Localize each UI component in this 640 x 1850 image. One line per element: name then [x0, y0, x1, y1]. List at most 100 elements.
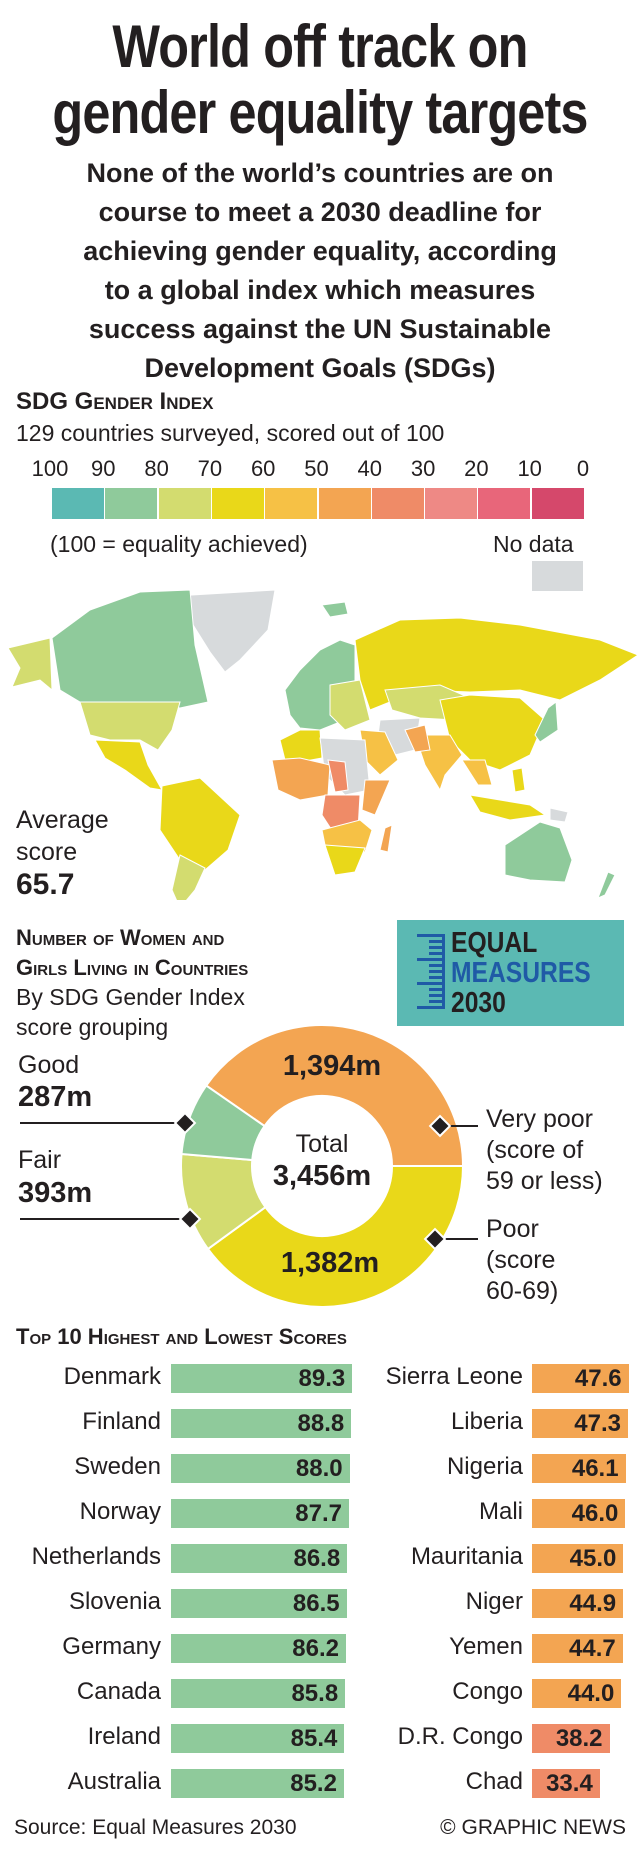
- legend-tick-label: 100: [31, 456, 69, 481]
- ruler-tick: [429, 976, 445, 979]
- score-value: 89.3: [298, 1365, 346, 1392]
- legend-swatch: [211, 488, 264, 519]
- map-east-africa: [361, 779, 391, 816]
- ruler-tick: [429, 988, 445, 991]
- legend-swatch: [318, 488, 371, 519]
- legend-swatch: [105, 488, 158, 519]
- very-poor-line: 59 or less): [486, 1167, 603, 1195]
- legend-swatch: [478, 488, 531, 519]
- score-bar: 87.7: [171, 1499, 350, 1528]
- legend-tick-label: 10: [517, 456, 542, 481]
- legend-swatch: [425, 488, 478, 519]
- score-value: 86.5: [292, 1590, 340, 1617]
- very-poor-label: Very poor (score of 59 or less): [486, 1104, 603, 1197]
- legend-tick-label: 0: [576, 456, 590, 481]
- score-value: 88.8: [297, 1410, 345, 1437]
- legend-swatch: [265, 488, 318, 519]
- legend-tick-label: 20: [464, 456, 489, 481]
- score-value: 44.9: [569, 1590, 617, 1617]
- score-value: 33.4: [546, 1770, 593, 1797]
- legend-swatch: [371, 488, 424, 519]
- score-bar: 86.5: [171, 1589, 347, 1618]
- score-bar: 47.6: [532, 1364, 629, 1393]
- world-map: [7, 590, 640, 900]
- country-label: Finland: [82, 1408, 161, 1435]
- score-bar: 85.2: [171, 1769, 344, 1798]
- title-line: gender equality targets: [52, 79, 588, 146]
- score-bar: 86.8: [171, 1544, 348, 1573]
- logo-line: 2030: [451, 987, 506, 1019]
- poor-value: 1,382m: [280, 1247, 380, 1279]
- map-philippines: [511, 767, 526, 793]
- country-label: Germany: [62, 1633, 161, 1660]
- map-west-africa: [271, 757, 331, 801]
- subtitle-line: course to meet a 2030 deadline for: [98, 197, 542, 227]
- leader-diamond-marker: [178, 1207, 202, 1231]
- map-south-america: [159, 777, 241, 892]
- ruler-tick: [429, 952, 445, 955]
- women-subheading: score grouping: [16, 1014, 169, 1040]
- ruler-tick: [417, 958, 445, 961]
- ruler-tick: [429, 946, 445, 949]
- score-value: 86.2: [292, 1635, 339, 1662]
- score-value: 87.7: [295, 1500, 343, 1527]
- country-label: Liberia: [450, 1408, 523, 1435]
- average-label: score: [16, 838, 78, 866]
- ruler-tick: [429, 970, 445, 973]
- legend-tick-label: 70: [197, 456, 223, 481]
- score-value: 86.8: [293, 1545, 341, 1572]
- map-usa: [79, 701, 181, 751]
- leader-diamond-marker: [173, 1111, 197, 1135]
- women-heading: Girls Living in Countries: [16, 955, 249, 980]
- average-score: 65.7: [16, 868, 75, 901]
- country-label: Chad: [465, 1768, 523, 1795]
- score-value: 88.0: [295, 1455, 343, 1482]
- country-label: Norway: [79, 1498, 161, 1525]
- credit: © GRAPHIC NEWS: [440, 1816, 626, 1839]
- score-bar: 88.8: [171, 1409, 352, 1438]
- score-bar: 89.3: [171, 1364, 353, 1393]
- country-label: Australia: [67, 1768, 161, 1795]
- logo-ruler-icon: [417, 934, 445, 1009]
- map-southeast-asia: [461, 759, 493, 786]
- score-value: 45.0: [569, 1545, 617, 1572]
- donut-slice-very-poor: [204, 1024, 465, 1167]
- page-title: World off track on gender equality targe…: [0, 14, 640, 146]
- ruler-tick: [417, 934, 445, 937]
- poor-label: Poor (score 60-69): [486, 1214, 558, 1307]
- ruler-tick: [429, 1000, 445, 1003]
- country-label: Congo: [452, 1678, 523, 1705]
- map-iceland: [321, 601, 349, 618]
- legend-tick-label: 40: [357, 456, 383, 481]
- top10-heading: Top 10 Highest and Lowest Scores: [16, 1324, 347, 1349]
- score-value: 44.0: [567, 1680, 615, 1707]
- score-value: 85.4: [290, 1725, 338, 1752]
- logo-text: EQUAL MEASURES 2030: [451, 928, 591, 1018]
- country-label: Nigeria: [446, 1453, 523, 1480]
- country-label: Sierra Leone: [385, 1363, 523, 1390]
- fair-value: 393m: [18, 1177, 93, 1209]
- country-label: Slovenia: [68, 1588, 161, 1615]
- score-bar: 85.8: [171, 1679, 346, 1708]
- map-north-africa: [279, 729, 323, 763]
- very-poor-line: (score of: [486, 1136, 584, 1164]
- score-value: 38.2: [555, 1725, 603, 1752]
- subtitle-line: to a global index which measures: [104, 275, 536, 305]
- ruler-tick: [417, 1006, 445, 1009]
- leader-diamond-marker: [423, 1227, 447, 1251]
- map-east-europe: [329, 679, 371, 731]
- legend-swatch: [158, 488, 211, 519]
- map-australia: [504, 821, 573, 883]
- ruler-spine: [442, 934, 445, 1009]
- no-data-swatch: [532, 561, 583, 591]
- legend-tick-label: 80: [144, 456, 169, 481]
- country-label: D.R. Congo: [397, 1723, 523, 1750]
- total-value: 3,456m: [272, 1160, 372, 1192]
- score-value: 47.3: [574, 1410, 622, 1437]
- average-label: Average: [16, 806, 109, 834]
- map-canada: [51, 590, 209, 709]
- score-value: 85.8: [291, 1680, 339, 1707]
- very-poor-value: 1,394m: [282, 1050, 382, 1082]
- legend-tick-label: 90: [91, 456, 116, 481]
- subtitle-line: Development Goals (SDGs): [144, 353, 496, 383]
